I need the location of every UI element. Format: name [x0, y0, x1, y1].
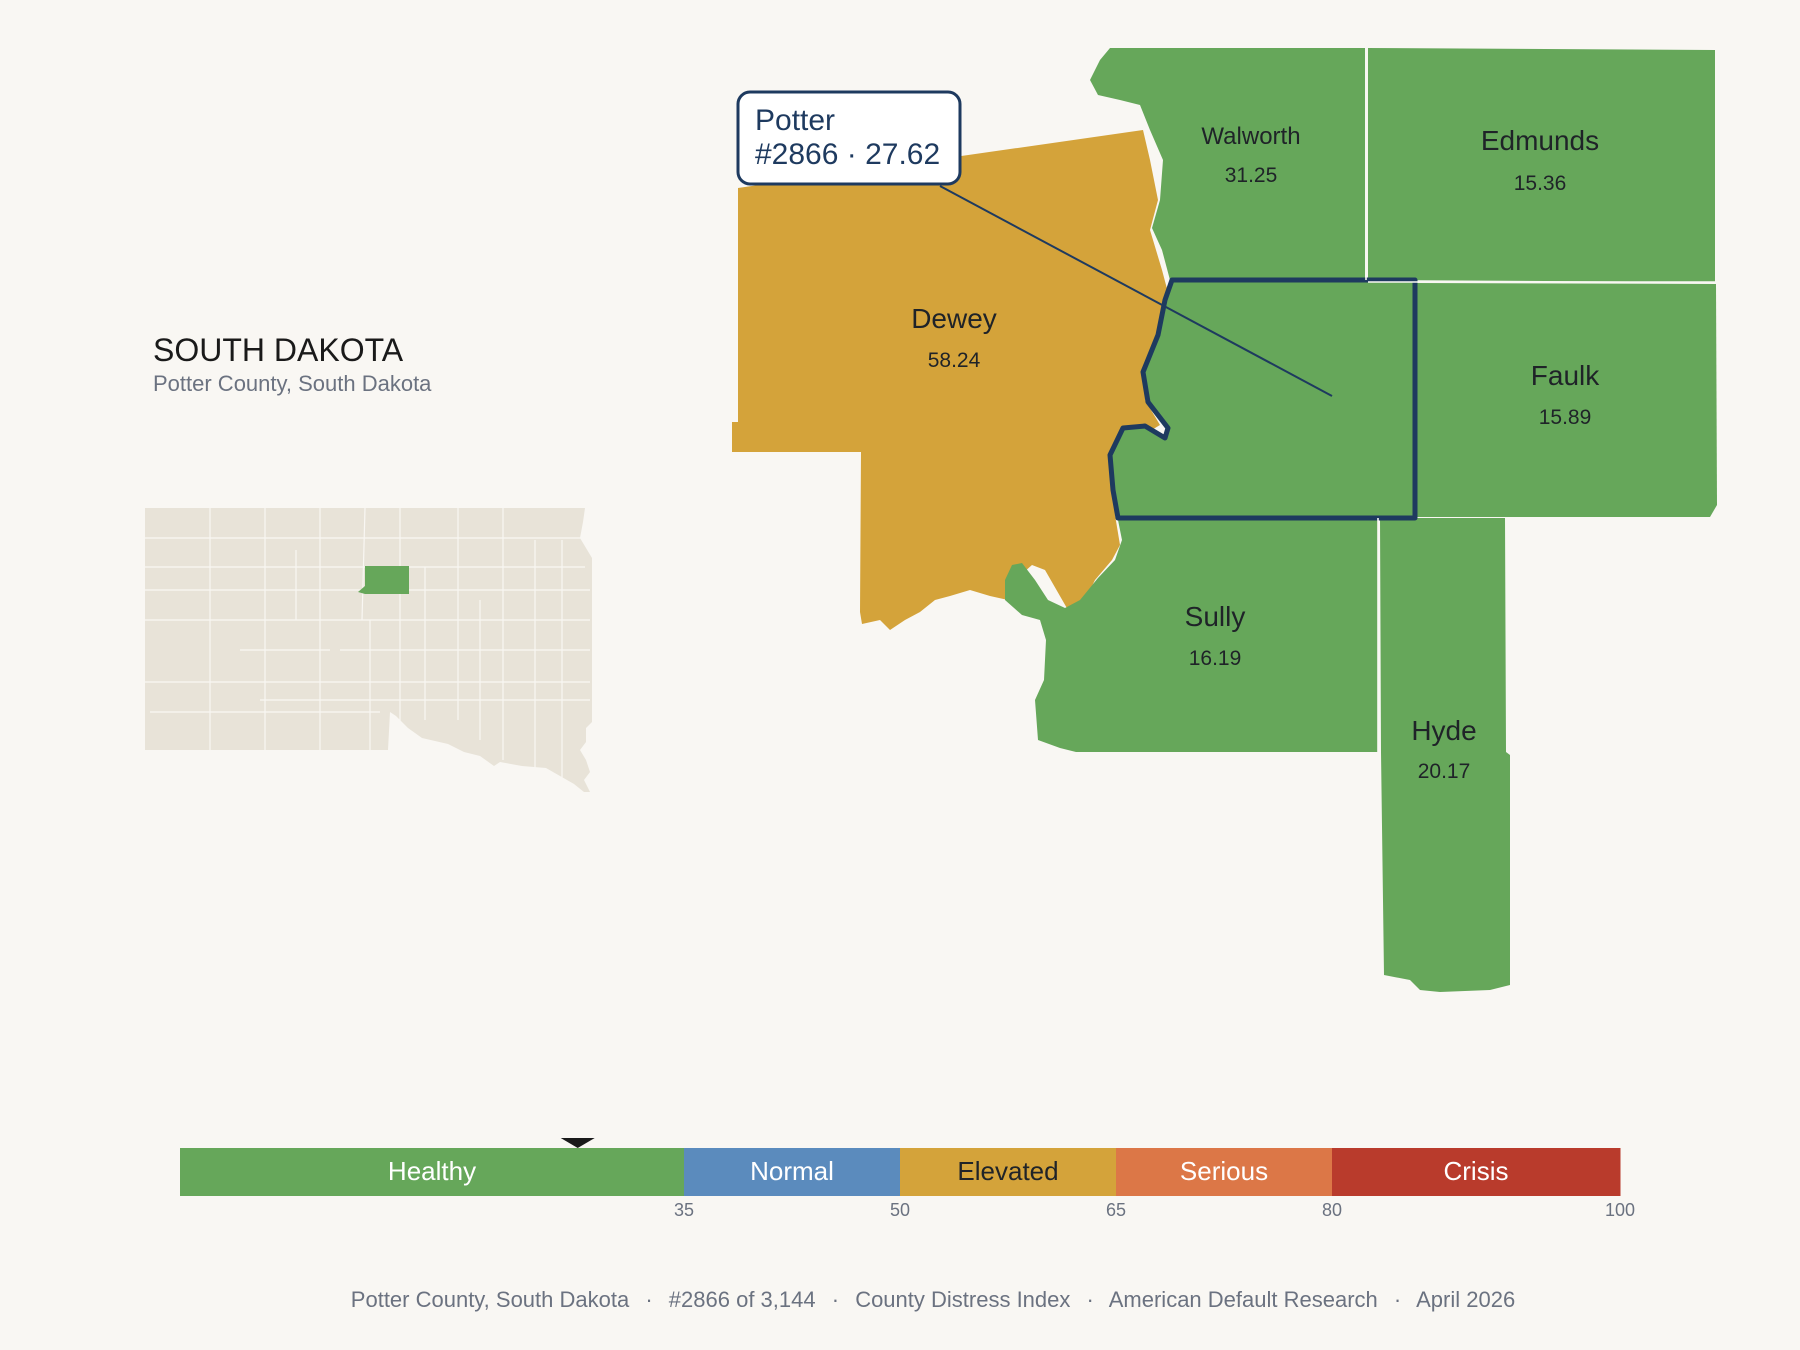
county-walworth[interactable]	[1090, 48, 1365, 280]
label-edmunds-name: Edmunds	[1481, 125, 1599, 156]
county-borders	[1365, 48, 1716, 752]
county-edmunds[interactable]	[1368, 48, 1715, 282]
label-walworth-value: 31.25	[1225, 164, 1278, 187]
legend-segment-elevated	[900, 1148, 1117, 1196]
legend-ticks: 35 50 65 80 100	[674, 1200, 1635, 1220]
state-inset-map	[145, 507, 592, 792]
legend-segment-serious	[1116, 1148, 1333, 1196]
county-potter[interactable]	[1107, 277, 1418, 521]
legend-marker	[560, 1138, 595, 1148]
county-sully[interactable]	[1005, 520, 1378, 752]
footer-index: County Distress Index	[855, 1287, 1070, 1312]
footer-rank: #2866 of 3,144	[669, 1287, 816, 1312]
legend-tick-80: 80	[1322, 1200, 1342, 1220]
footer-date: April 2026	[1416, 1287, 1515, 1312]
callout-county-name: Potter	[755, 104, 835, 137]
footer-sep-1: ·	[645, 1287, 652, 1312]
legend-segment-healthy	[180, 1148, 685, 1196]
state-subtitle: Potter County, South Dakota	[153, 371, 432, 396]
footer-org: American Default Research	[1109, 1287, 1378, 1312]
label-walworth-name: Walworth	[1201, 123, 1300, 150]
label-dewey-value: 58.24	[928, 349, 981, 372]
inset-potter-highlight	[365, 566, 409, 594]
legend-tick-100: 100	[1605, 1200, 1635, 1220]
label-faulk-name: Faulk	[1531, 360, 1600, 391]
label-faulk-value: 15.89	[1539, 406, 1592, 429]
legend-segment-normal	[684, 1148, 901, 1196]
footer-place: Potter County, South Dakota	[351, 1287, 630, 1312]
county-labels: Walworth 31.25 Edmunds 15.36 Dewey 58.24…	[911, 123, 1600, 783]
county-dewey[interactable]	[732, 130, 1170, 630]
label-hyde-value: 20.17	[1418, 760, 1471, 783]
county-callout: Potter #2866 · 27.62	[736, 90, 1333, 397]
legend-segment-crisis	[1332, 1148, 1621, 1196]
legend-tick-50: 50	[890, 1200, 910, 1220]
callout-box	[736, 90, 962, 186]
county-hyde[interactable]	[1380, 518, 1510, 992]
legend-label-healthy: Healthy	[388, 1156, 476, 1186]
inset-potter-tail	[358, 586, 365, 594]
label-hyde-name: Hyde	[1411, 715, 1476, 746]
legend-tick-35: 35	[674, 1200, 694, 1220]
legend: Healthy Normal Elevated Serious Crisis 35 50 6…	[180, 1138, 1635, 1220]
state-title: SOUTH DAKOTA	[153, 332, 404, 368]
footer-sep-3: ·	[1087, 1287, 1094, 1312]
county-map	[732, 48, 1717, 992]
inset-county-grid	[145, 507, 590, 780]
legend-label-normal: Normal	[750, 1156, 834, 1186]
legend-segments: Healthy Normal Elevated Serious Crisis	[180, 1148, 1621, 1196]
county-faulk[interactable]	[1415, 283, 1717, 517]
callout-rank-value: #2866 · 27.62	[755, 138, 940, 171]
footer-sep-2: ·	[832, 1287, 839, 1312]
footer-sep-4: ·	[1394, 1287, 1401, 1312]
label-sully-value: 16.19	[1189, 647, 1242, 670]
legend-tick-65: 65	[1106, 1200, 1126, 1220]
label-dewey-name: Dewey	[911, 303, 997, 334]
callout-leader-line	[939, 185, 1333, 397]
label-sully-name: Sully	[1185, 601, 1246, 632]
legend-label-elevated: Elevated	[957, 1156, 1058, 1186]
footer: Potter County, South Dakota · #2866 of 3…	[351, 1287, 1515, 1312]
label-edmunds-value: 15.36	[1514, 172, 1567, 195]
legend-label-serious: Serious	[1180, 1156, 1268, 1186]
legend-label-crisis: Crisis	[1444, 1156, 1509, 1186]
